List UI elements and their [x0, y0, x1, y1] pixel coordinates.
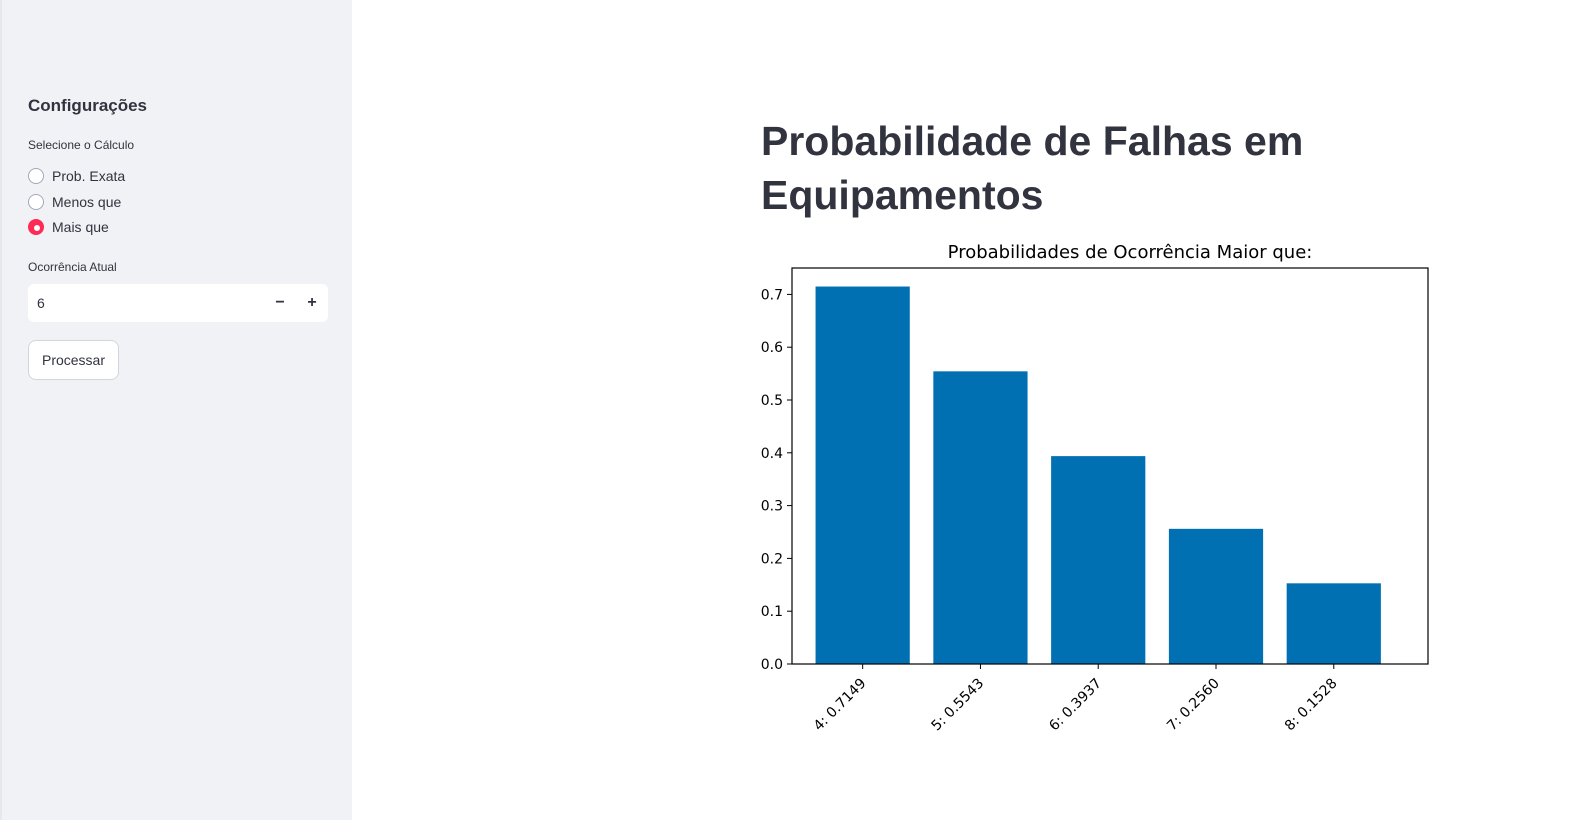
sidebar-title: Configurações — [28, 96, 148, 115]
radio-label-menos-que: Menos que — [52, 194, 122, 210]
bar-chart: Probabilidades de Ocorrência Maior que: … — [761, 242, 1429, 735]
page-title: Probabilidade de Falhas em Equipamentos — [761, 118, 1304, 218]
bar — [1168, 528, 1264, 664]
chart-title: Probabilidades de Ocorrência Maior que: — [948, 242, 1313, 263]
bar — [933, 371, 1028, 664]
y-tick-label: 0.4 — [761, 446, 783, 462]
x-tick-label: 8: 0.1528 — [1282, 676, 1341, 735]
y-tick-label: 0.6 — [761, 340, 783, 356]
x-tick-label: 6: 0.3937 — [1046, 676, 1105, 735]
decrement-button[interactable]: − — [275, 294, 285, 311]
bar — [1286, 583, 1381, 664]
radio-prob-exata[interactable]: Prob. Exata — [28, 166, 125, 186]
y-tick-label: 0.0 — [761, 657, 783, 673]
radio-circle-menos-que[interactable] — [28, 194, 44, 210]
bar — [1051, 456, 1146, 664]
increment-button[interactable]: + — [307, 294, 317, 311]
occurrence-number-input: − + — [28, 284, 328, 322]
calc-label: Selecione o Cálculo — [28, 138, 135, 152]
occurrence-label: Ocorrência Atual — [28, 260, 117, 274]
radio-label-prob-exata: Prob. Exata — [52, 168, 126, 184]
y-tick-label: 0.1 — [761, 604, 783, 620]
x-tick-label: 4: 0.7149 — [811, 676, 870, 735]
plot-frame — [791, 267, 1429, 665]
radio-label-mais-que: Mais que — [52, 219, 109, 235]
y-tick-label: 0.7 — [761, 287, 783, 303]
radio-mais-que[interactable]: Mais que — [28, 217, 109, 237]
occurrence-input[interactable] — [28, 284, 264, 322]
y-tick-label: 0.2 — [761, 551, 783, 567]
x-tick-label: 5: 0.5543 — [929, 676, 988, 735]
x-tick-label: 7: 0.2560 — [1164, 676, 1223, 735]
process-button[interactable]: Processar — [28, 340, 119, 380]
radio-circle-prob-exata[interactable] — [28, 168, 44, 184]
radio-circle-mais-que[interactable] — [28, 219, 44, 235]
bar — [815, 286, 910, 664]
y-tick-label: 0.3 — [761, 499, 783, 515]
sidebar: Configurações Selecione o Cálculo Prob. … — [0, 0, 352, 820]
y-tick-label: 0.5 — [761, 393, 783, 409]
radio-menos-que[interactable]: Menos que — [28, 192, 121, 212]
